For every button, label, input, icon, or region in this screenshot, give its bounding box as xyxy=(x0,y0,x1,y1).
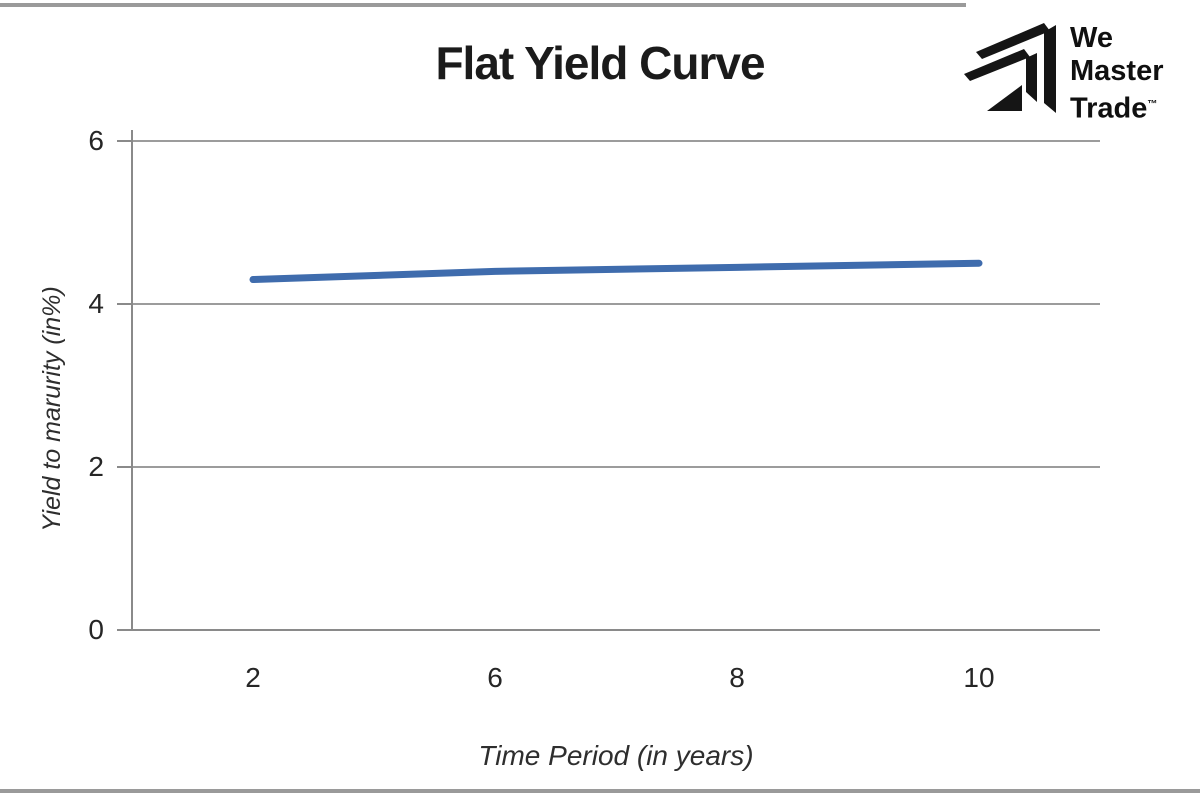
y-tick-label-2: 2 xyxy=(88,451,104,482)
x-tick-label-8: 8 xyxy=(729,662,745,693)
y-axis-label: Yield to marurity (in%) xyxy=(38,286,66,532)
logo-line-master: Master xyxy=(1070,55,1164,87)
bottom-border-line xyxy=(0,789,1200,793)
trademark-symbol: ™ xyxy=(1147,99,1158,110)
triangles-arrow-logo-icon xyxy=(964,23,1056,113)
logo-line-trade: Trade™ xyxy=(1070,92,1158,125)
y-tick-label-0: 0 xyxy=(88,614,104,645)
top-border-line xyxy=(0,3,966,7)
x-tick-label-2: 2 xyxy=(245,662,261,693)
brand-logo: We Master Trade™ xyxy=(956,10,1200,140)
logo-text: We Master Trade™ xyxy=(1070,22,1164,126)
series-line-0 xyxy=(249,259,983,284)
y-tick-label-6: 6 xyxy=(88,125,104,156)
x-axis-label: Time Period (in years) xyxy=(478,740,754,771)
x-tick-label-10: 10 xyxy=(963,662,995,693)
x-tick-label-6: 6 xyxy=(487,662,503,693)
y-tick-label-4: 4 xyxy=(88,288,104,319)
page-title: Flat Yield Curve xyxy=(435,37,765,89)
logo-line-we: We xyxy=(1070,22,1113,54)
